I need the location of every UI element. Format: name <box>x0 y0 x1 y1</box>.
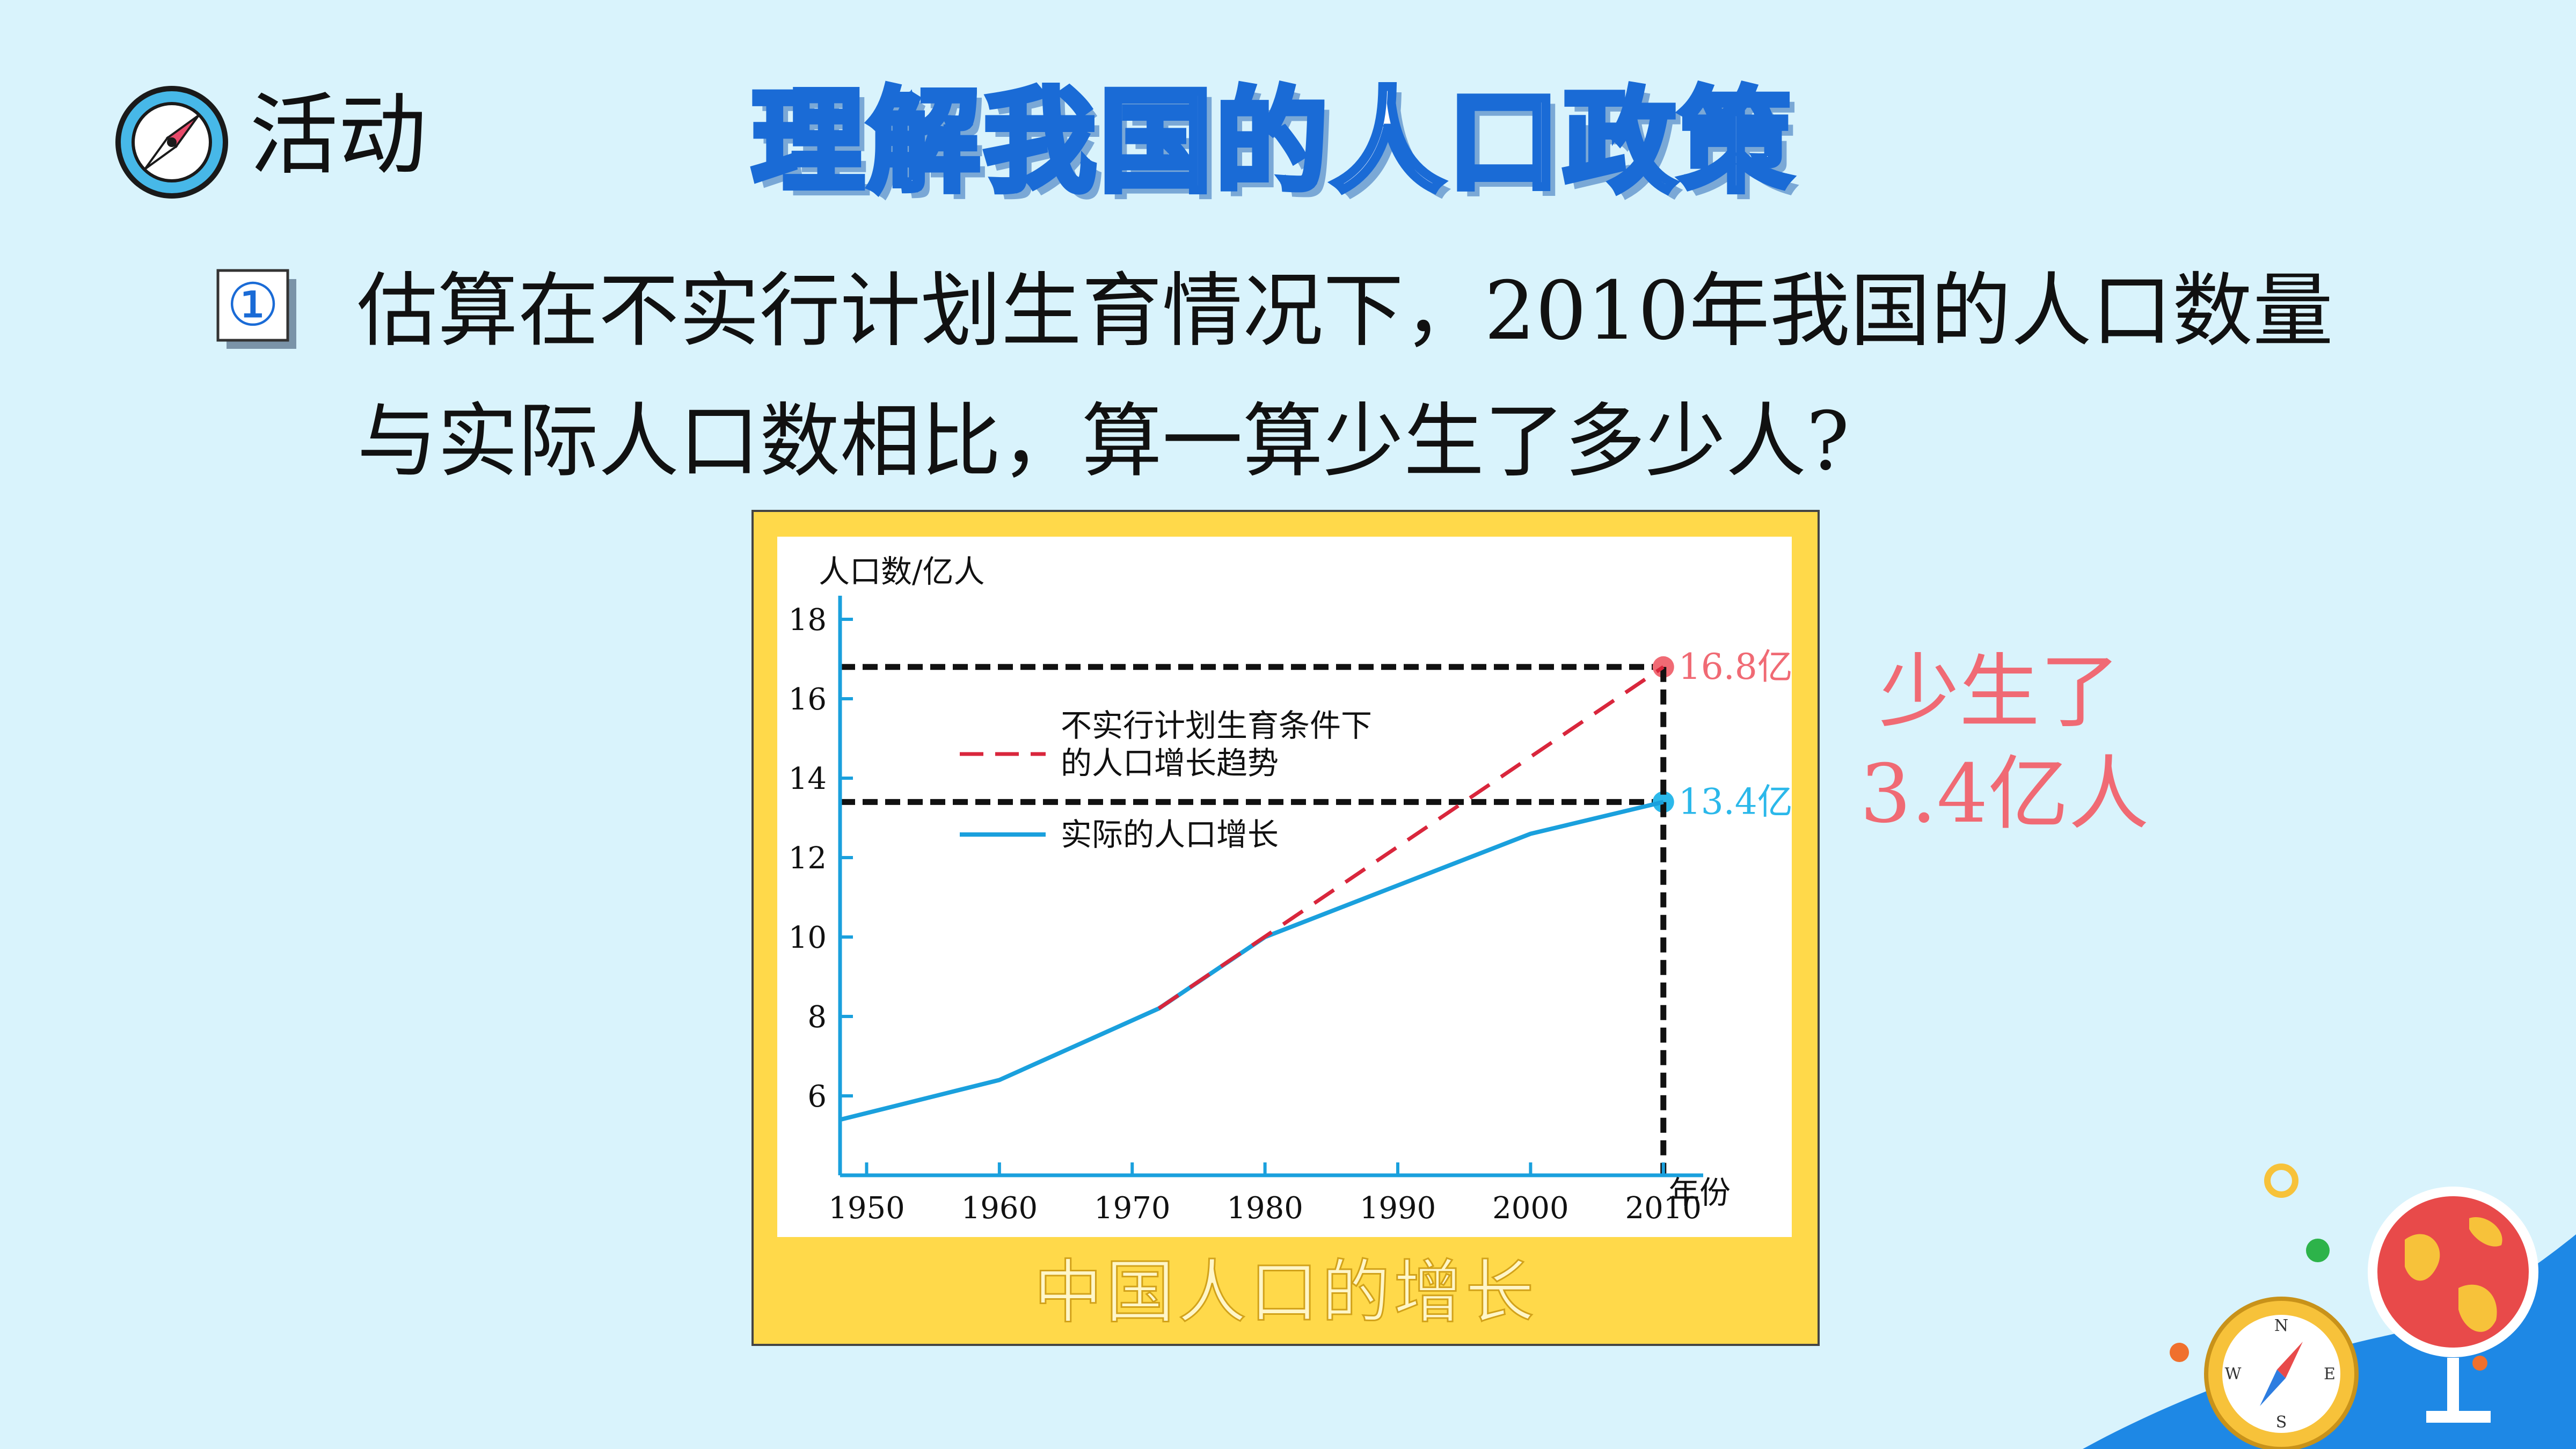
svg-text:S: S <box>2276 1413 2287 1432</box>
population-chart: 16.8亿人 13.4亿人 6 8 10 12 14 16 18 1950 1960 1970 198… <box>789 553 1792 1226</box>
reference-label: 16.8亿人 <box>1679 646 1792 687</box>
reference-label: 13.4亿人 <box>1679 781 1792 822</box>
x-tick-label: 2000 <box>1492 1191 1569 1226</box>
svg-text:N: N <box>2274 1316 2288 1335</box>
x-tick-label: 1990 <box>1360 1191 1436 1226</box>
question-number: ① <box>227 270 280 339</box>
y-tick-label: 14 <box>789 762 827 796</box>
y-tick-label: 16 <box>789 682 827 717</box>
orange-dot <box>2170 1343 2189 1362</box>
y-axis-label: 人口数/亿人 <box>819 553 985 590</box>
legend-label-no-policy: 的人口增长趋势 <box>1061 745 1279 781</box>
x-axis-label: 年份 <box>1668 1174 1731 1211</box>
globe-compass-decoration: N S W E <box>2083 1163 2576 1449</box>
question-text-line1: 估算在不实行计划生育情况下，2010年我国的人口数量 <box>357 265 2333 358</box>
orange-dot-2 <box>2472 1356 2487 1371</box>
legend-label-actual: 实际的人口增长 <box>1061 816 1279 853</box>
y-tick-label: 12 <box>789 841 827 876</box>
question-text-line2: 与实际人口数相比，算一算少生了多少人? <box>357 395 1850 488</box>
question-number-badge: ① <box>215 267 301 353</box>
x-tick-label: 1950 <box>828 1191 905 1226</box>
x-tick-label: 1980 <box>1227 1191 1303 1226</box>
page-title: 理解我国的人口政策 <box>749 76 1796 208</box>
svg-text:E: E <box>2324 1365 2336 1384</box>
y-tick-label: 10 <box>789 920 827 955</box>
globe-icon <box>2368 1187 2538 1423</box>
x-tick-label: 1970 <box>1094 1191 1171 1226</box>
x-tick-label: 2010 <box>1625 1191 1702 1226</box>
legend-label-no-policy: 不实行计划生育条件下 <box>1061 707 1372 744</box>
y-tick-label: 6 <box>807 1079 827 1114</box>
chart-panel <box>777 537 1792 1237</box>
answer-line2: 3.4亿人 <box>1860 748 2149 841</box>
y-tick-label: 18 <box>789 603 827 638</box>
green-dot <box>2306 1239 2330 1262</box>
compass-icon <box>115 86 228 199</box>
answer-line1: 少生了 <box>1879 646 2121 739</box>
activity-label: 活动 <box>250 84 427 187</box>
compass-watch-icon: N S W E <box>2204 1163 2359 1449</box>
series-line-no-policy <box>1157 665 1665 1011</box>
chart-caption: 中国人口的增长 <box>1033 1253 1537 1333</box>
svg-text:W: W <box>2225 1365 2242 1384</box>
y-tick-label: 8 <box>807 1000 827 1035</box>
x-tick-label: 1960 <box>961 1191 1038 1226</box>
